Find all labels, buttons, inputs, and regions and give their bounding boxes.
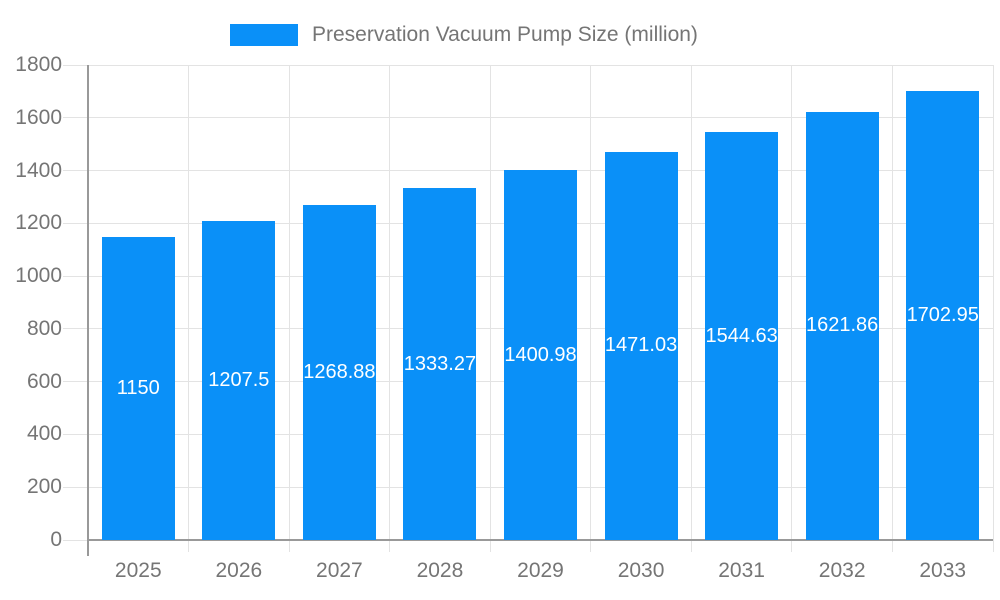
y-axis-label: 600 [26,369,62,393]
y-axis-label: 200 [26,475,62,499]
y-axis-line [87,65,89,556]
y-axis-label: 1400 [15,158,62,182]
legend[interactable]: Preservation Vacuum Pump Size (million) [230,23,698,47]
y-axis-label: 1800 [15,53,62,76]
legend-swatch [230,24,298,46]
bar-2028[interactable]: 1333.27 [403,188,477,540]
bar-2032[interactable]: 1621.86 [805,112,879,540]
x-axis-line [88,539,993,541]
gridline-h [63,117,993,119]
x-axis-label: 2033 [919,559,967,582]
y-axis-label: 800 [26,316,62,340]
x-axis-label: 2030 [617,559,665,582]
gridline-v [690,65,692,552]
bar-value-label: 1400.98 [504,343,577,366]
y-axis-label: 1000 [15,264,62,288]
bar-value-label: 1333.27 [403,352,477,375]
bar-2030[interactable]: 1471.03 [604,151,678,540]
x-axis-label: 2031 [718,559,765,582]
legend-label: Preservation Vacuum Pump Size (million) [312,23,698,46]
bar-value-label: 1471.03 [604,334,678,357]
gridline-h [63,64,993,66]
x-axis-label: 2032 [818,559,866,582]
x-axis-label: 2026 [215,559,263,582]
x-axis-label: 2028 [416,559,464,582]
bar-2029[interactable]: 1400.98 [504,170,577,540]
gridline-v [188,65,190,552]
x-axis-label: 2027 [316,559,363,582]
y-axis-label: 0 [50,528,62,551]
bar-value-label: 1268.88 [303,361,376,384]
gridline-v [791,65,793,552]
bar-2026[interactable]: 1207.5 [202,221,276,540]
bar-2027[interactable]: 1268.88 [302,205,376,540]
bar-2025[interactable]: 1150 [101,236,175,540]
y-axis-label: 400 [26,422,62,446]
bar-value-label: 1544.63 [705,324,778,347]
gridline-v [992,65,994,552]
bar-value-label: 1702.95 [906,303,979,326]
y-axis-label: 1200 [15,211,62,235]
gridline-v [389,65,391,552]
y-axis-label: 1600 [15,105,62,129]
bar-2033[interactable]: 1702.95 [906,90,980,540]
gridline-v [891,65,893,552]
bar-value-label: 1207.5 [208,369,270,392]
x-axis-label: 2029 [517,559,564,582]
gridline-v [590,65,592,552]
bar-value-label: 1621.86 [806,314,879,337]
gridline-v [288,65,290,552]
x-axis-label: 2025 [114,559,162,582]
gridline-v [489,65,491,552]
bar-2031[interactable]: 1544.63 [705,132,779,540]
bar-value-label: 1150 [116,376,160,399]
